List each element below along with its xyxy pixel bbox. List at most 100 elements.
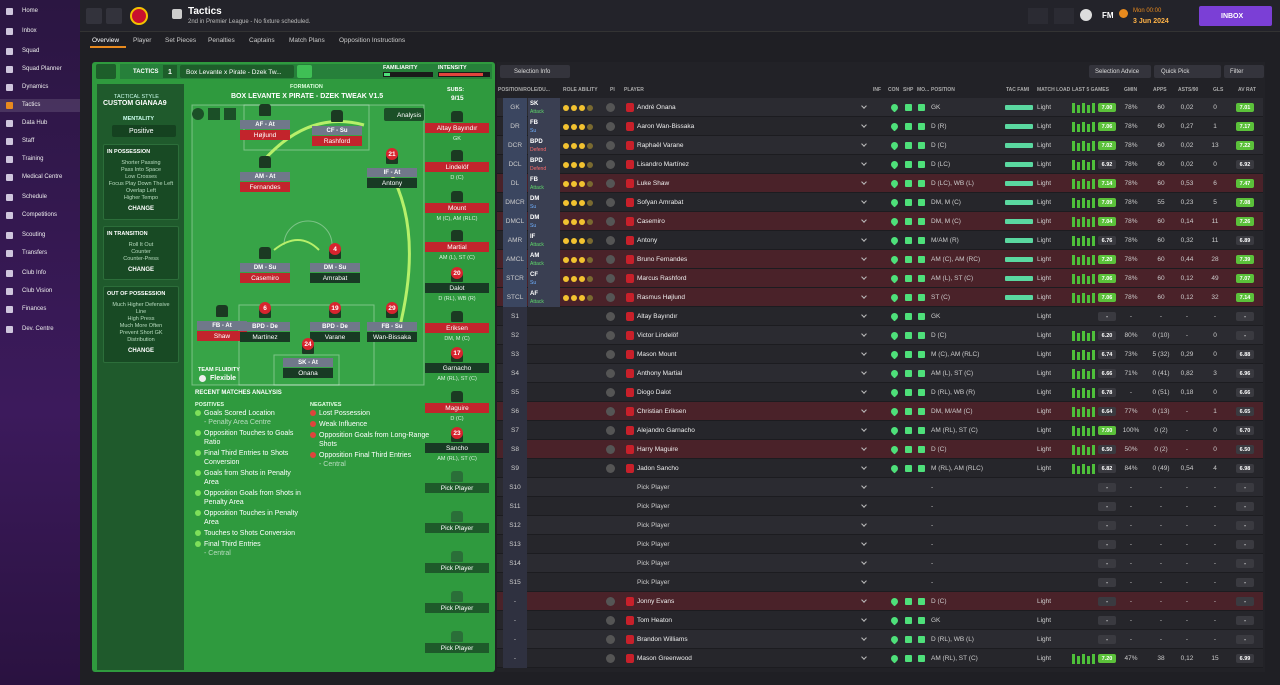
selection-info[interactable]: Selection Info	[514, 69, 551, 75]
cell-player[interactable]: Harry Maguire	[637, 446, 679, 453]
sub-name[interactable]: Garnacho	[442, 365, 472, 372]
analysis-label[interactable]: Analysis	[397, 112, 422, 119]
player-name[interactable]: Antony	[381, 180, 403, 187]
role[interactable]: CF	[530, 272, 538, 278]
quick-pick[interactable]: Quick Pick	[1161, 69, 1190, 75]
column-header[interactable]: CON	[888, 87, 900, 93]
nav-item[interactable]: Training	[22, 156, 44, 162]
sub-name[interactable]: Lindelöf	[445, 164, 469, 171]
cell-player[interactable]: Pick Player	[637, 484, 670, 491]
sub-name[interactable]: Martial	[447, 244, 467, 251]
column-header[interactable]: PI	[610, 87, 615, 93]
nav-item[interactable]: Data Hub	[22, 120, 48, 126]
cell-player[interactable]: Antony	[637, 237, 658, 244]
cell-player[interactable]: Casemiro	[637, 218, 665, 225]
sub-name[interactable]: Dalot	[449, 285, 465, 292]
role[interactable]: DM	[530, 196, 540, 202]
column-header[interactable]: SHP	[903, 87, 914, 93]
cell-player[interactable]: Altay Bayındır	[637, 313, 678, 320]
player-name[interactable]: Shaw	[213, 333, 231, 340]
nav-item[interactable]: Schedule	[22, 194, 48, 200]
cell-player[interactable]: Pick Player	[637, 560, 670, 567]
tab[interactable]: Opposition Instructions	[339, 37, 406, 44]
column-header[interactable]: APPS	[1153, 87, 1167, 93]
sub-name[interactable]: Sancho	[445, 445, 469, 452]
column-header[interactable]: POSITION	[931, 87, 955, 93]
tactic-name[interactable]: Box Levante x Pirate - Dzek Tw...	[186, 69, 282, 76]
cell-player[interactable]: Anthony Martial	[637, 370, 683, 377]
player-name[interactable]: Martínez	[252, 334, 278, 341]
cell-player[interactable]: Pick Player	[637, 579, 670, 586]
player-name[interactable]: Onana	[298, 370, 318, 377]
mentality[interactable]: Positive	[129, 128, 154, 135]
cell-player[interactable]: Jonny Evans	[637, 598, 675, 605]
change-button[interactable]: CHANGE	[127, 267, 154, 273]
sub-name[interactable]: Maguire	[445, 405, 469, 412]
column-header[interactable]: LAST 5 GAMES	[1072, 87, 1109, 93]
sub-name[interactable]: Pick Player	[440, 645, 474, 652]
tab[interactable]: Player	[133, 37, 152, 44]
nav-item[interactable]: Staff	[22, 138, 35, 144]
nav-item[interactable]: Club Vision	[22, 288, 53, 294]
role[interactable]: AM	[530, 253, 540, 259]
nav-item[interactable]: Medical Centre	[22, 174, 63, 180]
column-header[interactable]: POSITION/ROLE/DU...	[498, 87, 550, 93]
cell-player[interactable]: Luke Shaw	[637, 180, 670, 187]
cell-player[interactable]: Christian Eriksen	[637, 408, 687, 415]
role[interactable]: FB	[530, 177, 538, 183]
change-button[interactable]: CHANGE	[127, 206, 154, 212]
sub-name[interactable]: Altay Bayındır	[436, 125, 478, 132]
tab[interactable]: Overview	[92, 37, 120, 44]
change-button[interactable]: CHANGE	[127, 348, 154, 354]
nav-item[interactable]: Competitions	[22, 212, 58, 218]
sub-name[interactable]: Eriksen	[446, 325, 468, 332]
tab[interactable]: Penalties	[208, 37, 235, 44]
nav-item[interactable]: Squad	[22, 48, 40, 54]
cell-player[interactable]: Alejandro Garnacho	[637, 427, 695, 434]
column-header[interactable]: MATCH LOAD	[1037, 87, 1071, 93]
nav-item[interactable]: Tactics	[22, 102, 41, 108]
column-header[interactable]: GMIN	[1124, 87, 1138, 93]
column-header[interactable]: PLAYER	[624, 87, 644, 93]
player-name[interactable]: Amrabat	[322, 275, 348, 282]
cell-player[interactable]: Diogo Dalot	[637, 389, 671, 396]
cell-player[interactable]: Pick Player	[637, 503, 670, 510]
role[interactable]: FB	[530, 120, 538, 126]
cell-player[interactable]: Brandon Williams	[637, 636, 688, 643]
cell-player[interactable]: Mason Mount	[637, 351, 677, 358]
tab[interactable]: Captains	[249, 37, 275, 44]
role[interactable]: BPD	[530, 158, 543, 164]
player-name[interactable]: Fernandes	[249, 184, 281, 191]
cell-player[interactable]: Pick Player	[637, 522, 670, 529]
nav-item[interactable]: Squad Planner	[22, 66, 62, 72]
nav-item[interactable]: Inbox	[22, 28, 37, 34]
nav-item[interactable]: Dev. Centre	[22, 326, 54, 332]
column-header[interactable]: TAC FAMI	[1006, 87, 1030, 93]
filter[interactable]: Filter	[1230, 69, 1244, 75]
player-name[interactable]: Højlund	[253, 132, 277, 139]
cell-player[interactable]: Victor Lindelöf	[637, 332, 679, 339]
column-header[interactable]: GLS	[1213, 87, 1224, 93]
column-header[interactable]: ASTS/90	[1178, 87, 1199, 93]
sub-name[interactable]: Pick Player	[440, 565, 474, 572]
nav-item[interactable]: Transfers	[22, 250, 48, 256]
sub-name[interactable]: Pick Player	[440, 605, 474, 612]
column-header[interactable]: INF	[873, 87, 882, 93]
nav-item[interactable]: Home	[22, 8, 39, 14]
nav-item[interactable]: Dynamics	[22, 84, 49, 90]
cell-player[interactable]: Tom Heaton	[637, 617, 673, 624]
column-header[interactable]: MO...	[917, 87, 930, 93]
cell-player[interactable]: Marcus Rashford	[637, 275, 687, 282]
player-name[interactable]: Casemiro	[251, 275, 279, 282]
sub-name[interactable]: Pick Player	[440, 525, 474, 532]
inbox-label[interactable]: INBOX	[1221, 13, 1244, 20]
cell-player[interactable]: Sofyan Amrabat	[637, 199, 684, 206]
role[interactable]: SK	[530, 101, 539, 107]
cell-player[interactable]: Jadon Sancho	[637, 465, 679, 472]
nav-item[interactable]: Club Info	[22, 270, 47, 276]
cell-player[interactable]: Rasmus Højlund	[637, 294, 686, 301]
sub-name[interactable]: Pick Player	[440, 485, 474, 492]
cell-player[interactable]: Mason Greenwood	[637, 655, 692, 662]
role[interactable]: IF	[530, 234, 536, 240]
cell-player[interactable]: Aaron Wan-Bissaka	[637, 123, 695, 130]
